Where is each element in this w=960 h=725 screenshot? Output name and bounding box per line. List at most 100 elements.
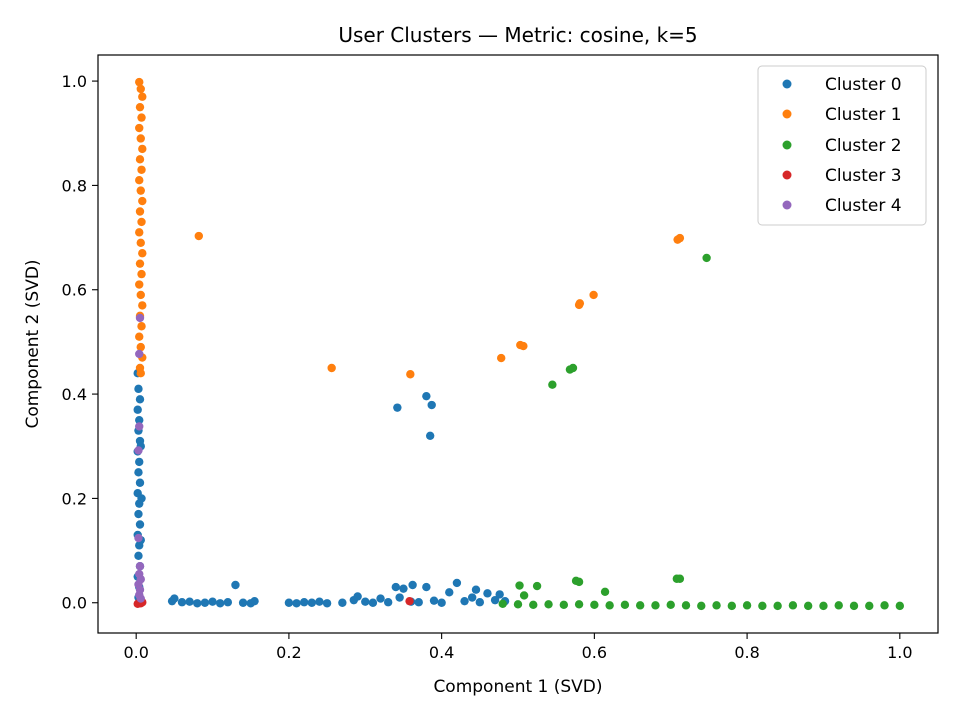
point-cluster-1-13 (135, 207, 145, 216)
point-cluster-2-11 (666, 600, 675, 610)
point-cluster-0-4 (135, 415, 144, 425)
point-cluster-2-15 (727, 601, 737, 611)
point-cluster-1-32 (406, 370, 415, 379)
point-cluster-0-30 (200, 598, 210, 607)
point-cluster-0-53 (399, 584, 408, 593)
point-cluster-1-9 (137, 165, 146, 174)
point-cluster-0-71 (422, 391, 431, 401)
point-cluster-2-2 (529, 600, 538, 610)
point-cluster-0-33 (223, 598, 233, 607)
point-cluster-0-70 (393, 403, 402, 412)
point-cluster-0-13 (134, 509, 143, 519)
point-cluster-2-21 (819, 601, 828, 611)
point-cluster-2-34 (675, 574, 685, 583)
point-cluster-2-19 (788, 601, 798, 610)
point-cluster-0-39 (292, 599, 301, 608)
point-cluster-2-37 (568, 363, 578, 373)
point-cluster-0-28 (185, 597, 194, 606)
legend: Cluster 0 Cluster 1 Cluster 2 Cluster 3 … (757, 65, 927, 226)
legend-marker-cluster-3 (782, 170, 792, 180)
point-cluster-0-52 (395, 593, 404, 602)
point-cluster-1-26 (136, 342, 145, 352)
point-cluster-0-8 (135, 457, 144, 467)
point-cluster-2-32 (600, 587, 610, 596)
point-cluster-0-72 (427, 400, 436, 410)
point-cluster-1-25 (135, 332, 144, 341)
point-cluster-2-31 (574, 577, 584, 587)
point-cluster-0-3 (133, 405, 142, 414)
legend-label-cluster-3: Cluster 3 (825, 166, 902, 186)
point-cluster-2-38 (702, 253, 711, 263)
point-cluster-0-32 (215, 599, 225, 608)
point-cluster-0-38 (284, 598, 294, 607)
point-cluster-0-61 (452, 578, 462, 588)
legend-label-cluster-0: Cluster 0 (825, 75, 902, 95)
point-cluster-1-11 (136, 186, 145, 195)
point-cluster-0-29 (193, 599, 202, 608)
point-cluster-1-40 (675, 233, 685, 243)
point-cluster-3-4 (405, 596, 414, 606)
point-cluster-2-35 (548, 380, 557, 389)
point-cluster-2-25 (880, 601, 889, 610)
point-cluster-4-5 (135, 562, 145, 571)
point-cluster-0-48 (368, 598, 378, 607)
point-cluster-1-5 (135, 123, 144, 133)
point-cluster-0-56 (414, 598, 423, 607)
plot-frame (97, 54, 939, 634)
point-cluster-0-44 (338, 598, 347, 607)
legend-marker-cluster-1 (782, 109, 792, 119)
point-cluster-2-22 (834, 601, 843, 610)
y-tick-label-5: 1.0 (62, 72, 87, 91)
point-cluster-1-17 (138, 249, 147, 258)
point-cluster-0-46 (353, 592, 362, 601)
y-axis-label: Component 2 (SVD) (23, 259, 43, 428)
y-tick-label-0: 0.0 (62, 594, 87, 613)
point-cluster-1-38 (589, 290, 598, 300)
point-cluster-0-55 (408, 580, 417, 590)
point-cluster-0-49 (376, 594, 385, 603)
point-cluster-4-0 (135, 313, 145, 323)
point-cluster-2-0 (498, 599, 507, 608)
point-cluster-2-16 (742, 601, 752, 610)
point-cluster-2-5 (574, 600, 584, 609)
legend-marker-cluster-0 (782, 79, 792, 89)
point-cluster-0-1 (134, 384, 143, 394)
point-cluster-0-60 (445, 588, 454, 597)
x-tick-label-3: 0.6 (582, 643, 607, 662)
legend-marker-cluster-2 (782, 140, 792, 150)
point-cluster-0-41 (307, 598, 317, 607)
point-cluster-2-23 (849, 601, 859, 611)
point-cluster-0-9 (134, 468, 143, 477)
point-cluster-2-6 (590, 600, 599, 610)
point-cluster-1-20 (135, 280, 144, 289)
point-cluster-2-8 (620, 600, 630, 610)
point-cluster-0-14 (135, 520, 145, 529)
point-cluster-0-47 (361, 597, 370, 606)
point-cluster-4-4 (134, 533, 143, 543)
x-tick-label-4: 0.8 (734, 643, 759, 662)
point-cluster-0-73 (425, 431, 435, 441)
point-cluster-0-23 (137, 494, 146, 503)
point-cluster-1-33 (497, 353, 506, 363)
point-cluster-1-2 (138, 92, 147, 101)
point-cluster-0-65 (475, 598, 485, 607)
point-cluster-0-68 (495, 590, 504, 599)
point-cluster-1-8 (135, 155, 145, 164)
point-cluster-1-6 (136, 134, 145, 143)
point-cluster-0-42 (315, 597, 324, 606)
y-tick-label-1: 0.2 (62, 489, 87, 508)
y-tick-label-4: 0.8 (62, 176, 87, 195)
point-cluster-1-14 (137, 217, 146, 227)
point-cluster-0-37 (250, 596, 259, 606)
points-layer (133, 77, 905, 611)
point-cluster-0-26 (170, 594, 179, 603)
x-tick-label-2: 0.4 (429, 643, 454, 662)
point-cluster-1-3 (135, 102, 145, 112)
point-cluster-1-30 (194, 231, 203, 241)
point-cluster-1-1 (136, 84, 145, 94)
point-cluster-1-10 (135, 176, 144, 185)
point-cluster-2-17 (758, 601, 767, 611)
point-cluster-0-17 (134, 551, 143, 560)
